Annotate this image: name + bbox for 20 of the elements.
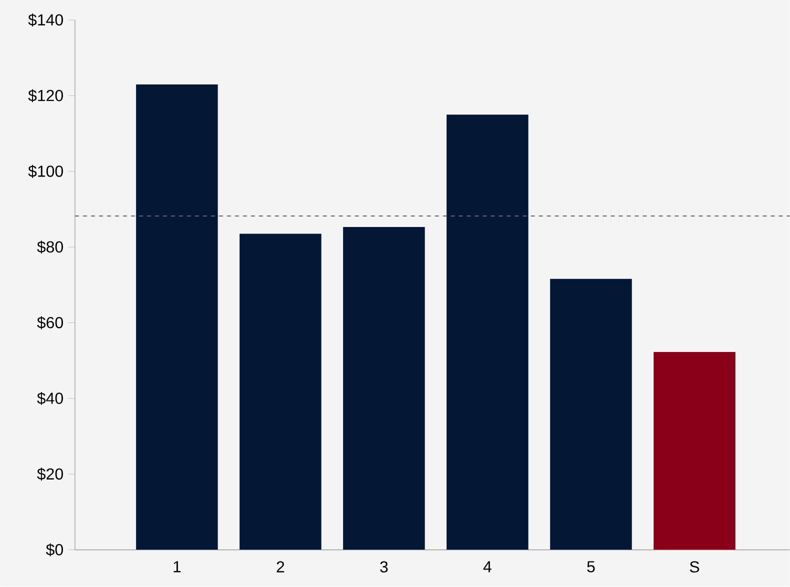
bar — [343, 227, 425, 550]
bar — [240, 234, 322, 550]
y-tick-label: $40 — [37, 392, 63, 405]
y-tick-label: $0 — [46, 543, 63, 556]
y-tick-label: $140 — [28, 14, 63, 27]
x-tick-label: 2 — [276, 561, 284, 572]
y-tick-label: $20 — [37, 468, 63, 481]
bar — [654, 352, 736, 550]
y-tick-label: $100 — [28, 165, 63, 178]
x-tick-label: 1 — [174, 561, 181, 572]
x-tick-label: 4 — [483, 561, 492, 572]
bar — [136, 84, 218, 550]
y-tick-label: $120 — [28, 89, 63, 102]
bar — [550, 278, 632, 550]
y-tick-label: $60 — [37, 316, 63, 330]
y-tick-label: $80 — [37, 240, 63, 254]
x-tick-label: S — [690, 561, 700, 573]
x-tick-label: 3 — [380, 561, 388, 573]
bar — [446, 114, 528, 550]
x-tick-label: 5 — [587, 561, 595, 572]
